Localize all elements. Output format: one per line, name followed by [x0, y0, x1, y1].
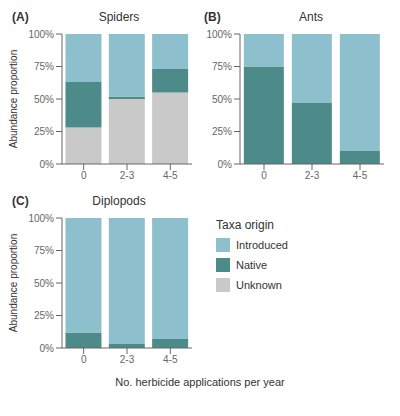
html-text:Taxa origin: Taxa origin: [216, 218, 274, 232]
html-text:Unknown: Unknown: [236, 279, 282, 291]
svg-text:100%: 100%: [28, 29, 54, 40]
svg-text:4-5: 4-5: [163, 354, 178, 365]
svg-text:25%: 25%: [212, 126, 232, 137]
svg-text:50%: 50%: [34, 278, 54, 289]
svg-text:2-3: 2-3: [305, 170, 320, 181]
html-text:Introduced: Introduced: [236, 239, 288, 251]
html-text:Ants: Ants: [299, 10, 323, 24]
svg-text:25%: 25%: [34, 310, 54, 321]
html-text:(C): (C): [12, 194, 29, 208]
svg-text:75%: 75%: [212, 61, 232, 72]
html-text:(B): (B): [204, 10, 221, 24]
svg-text:100%: 100%: [206, 29, 232, 40]
svg-text:0%: 0%: [40, 343, 55, 354]
svg-text:75%: 75%: [34, 61, 54, 72]
html-text:Native: Native: [236, 259, 268, 271]
svg-text:50%: 50%: [34, 94, 54, 105]
svg-text:Abundance proportion: Abundance proportion: [8, 50, 19, 148]
svg-text:0%: 0%: [40, 159, 55, 170]
svg-text:2-3: 2-3: [120, 354, 135, 365]
svg-text:4-5: 4-5: [163, 170, 178, 181]
html-text:No. herbicide applications per: No. herbicide applications per year: [115, 376, 285, 388]
svg-text:0: 0: [81, 354, 87, 365]
svg-text:2-3: 2-3: [120, 170, 135, 181]
svg-text:75%: 75%: [34, 245, 54, 256]
svg-text:0%: 0%: [218, 159, 233, 170]
svg-text:4-5: 4-5: [353, 170, 368, 181]
svg-text:0: 0: [81, 170, 87, 181]
svg-text:0: 0: [261, 170, 267, 181]
svg-text:25%: 25%: [34, 126, 54, 137]
svg-text:50%: 50%: [212, 94, 232, 105]
svg-text:Abundance proportion: Abundance proportion: [8, 234, 19, 332]
html-text:Spiders: Spiders: [98, 10, 140, 24]
svg-text:100%: 100%: [28, 213, 54, 224]
html-text:Diplopods: Diplopods: [92, 194, 146, 208]
html-text:(A): (A): [12, 10, 29, 24]
